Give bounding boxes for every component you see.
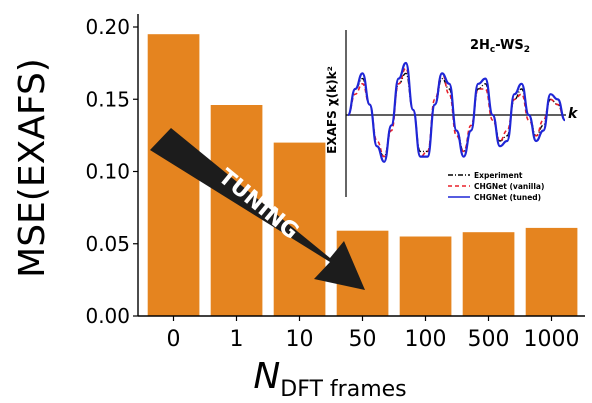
x-tick-label: 0 bbox=[167, 327, 181, 352]
x-tick-label: 100 bbox=[405, 327, 447, 352]
bar bbox=[525, 227, 578, 316]
legend-label: CHGNet (tuned) bbox=[474, 193, 541, 202]
y-axis-label: MSE(EXAFS) bbox=[12, 58, 53, 278]
x-axis-label-sub: DFT frames bbox=[280, 377, 406, 402]
inset-legend: Experiment CHGNet (vanilla) CHGNet (tuned) bbox=[448, 171, 544, 202]
x-tick-label: 500 bbox=[468, 327, 510, 352]
y-tick-label: 0.05 bbox=[85, 232, 130, 256]
bar bbox=[399, 236, 452, 316]
y-tick-label: 0.15 bbox=[85, 87, 130, 111]
legend-label: CHGNet (vanilla) bbox=[474, 182, 544, 191]
inset-x-label: k bbox=[568, 106, 579, 122]
bar bbox=[462, 232, 515, 316]
x-tick-label: 1000 bbox=[524, 327, 580, 352]
y-tick-label: 0.10 bbox=[85, 160, 130, 184]
inset-title: 2Hc-WS2 bbox=[470, 38, 530, 55]
inset-series-line bbox=[346, 61, 566, 163]
tuning-arrow-shape bbox=[150, 128, 365, 290]
exafs-inset: 2Hc-WS2 EXAFS χ(k)k² k Experiment CHGNet … bbox=[325, 30, 579, 202]
inset-series-lines bbox=[346, 61, 566, 163]
x-axis-label: NDFT frames bbox=[253, 356, 406, 402]
y-ticks: 0.00 0.05 0.10 0.15 0.20 bbox=[85, 15, 138, 328]
y-tick-label: 0.00 bbox=[85, 304, 130, 328]
x-axis-label-main: N bbox=[253, 356, 280, 397]
inset-title-part-3: -WS bbox=[495, 38, 524, 53]
main-axes bbox=[137, 14, 585, 317]
x-tick-label: 10 bbox=[286, 327, 314, 352]
inset-title-part-2: c bbox=[490, 45, 495, 55]
inset-title-part-4: 2 bbox=[524, 45, 530, 55]
x-tick-label: 1 bbox=[230, 327, 244, 352]
x-ticks: 0 1 10 50 100 500 1000 bbox=[167, 316, 580, 352]
legend-label: Experiment bbox=[474, 171, 523, 180]
y-tick-label: 0.20 bbox=[85, 15, 130, 39]
inset-y-label: EXAFS χ(k)k² bbox=[325, 66, 339, 154]
inset-title-part-1: 2H bbox=[470, 38, 490, 53]
x-tick-label: 50 bbox=[349, 327, 377, 352]
inset-series-line bbox=[347, 67, 566, 158]
